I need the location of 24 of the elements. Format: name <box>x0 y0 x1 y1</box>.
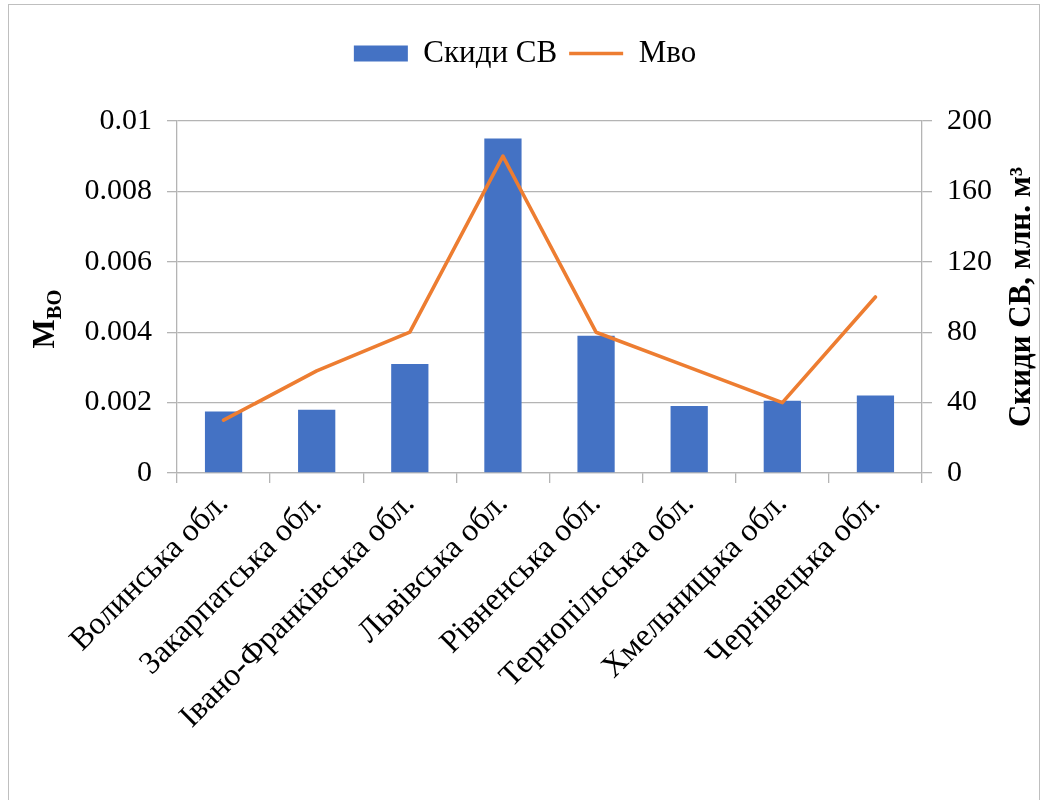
y2-tick-label: 80 <box>947 313 977 347</box>
bar <box>298 409 336 473</box>
y2-tick-label: 0 <box>947 453 962 487</box>
bar <box>763 400 801 473</box>
bar <box>577 335 615 473</box>
y2-tick-label: 160 <box>947 172 992 206</box>
bar <box>391 363 429 473</box>
y-tick-label: 0.008 <box>84 172 152 206</box>
legend-label: Мво <box>638 33 697 69</box>
y-tick-label: 0 <box>137 453 152 487</box>
y-tick-label: 0.006 <box>84 242 152 276</box>
y2-tick-label: 120 <box>947 242 992 276</box>
y2-tick-label: 200 <box>947 101 992 135</box>
bar <box>484 138 522 473</box>
y2-tick-label: 40 <box>947 383 977 417</box>
legend-label: Скиди СВ <box>423 33 558 69</box>
bar <box>670 406 708 473</box>
y-tick-label: 0.004 <box>84 313 152 347</box>
y-tick-label: 0.01 <box>99 101 152 135</box>
bar <box>856 395 895 473</box>
y2-axis-title: Скиди СВ, млн. м³ <box>1002 166 1038 428</box>
y-tick-label: 0.002 <box>84 383 152 417</box>
bar <box>204 411 243 473</box>
y-axis-title: МВО <box>26 289 65 349</box>
